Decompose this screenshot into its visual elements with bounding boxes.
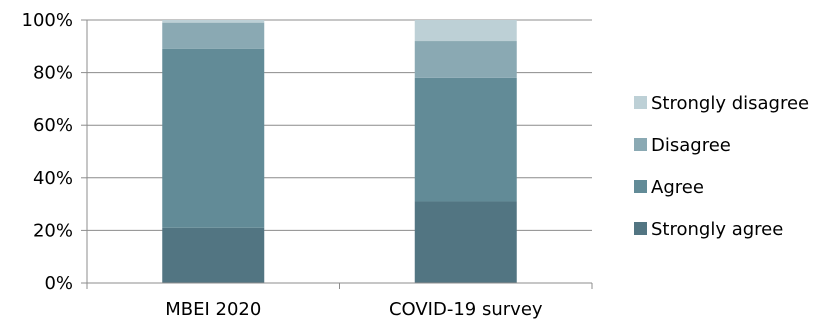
y-tick-label: 80%: [33, 63, 73, 84]
bar-segment-strongly-agree: [162, 227, 265, 283]
x-category-label: COVID-19 survey: [389, 299, 543, 320]
bar-segment-strongly-agree: [414, 201, 517, 283]
y-tick-label: 60%: [33, 115, 73, 136]
y-tick-label: 40%: [33, 168, 73, 189]
legend-label: Agree: [651, 177, 704, 198]
bar-segment-disagree: [414, 41, 517, 78]
legend-label: Disagree: [651, 135, 731, 156]
bars: [162, 20, 517, 283]
legend-swatch: [634, 180, 647, 193]
bar-segment-strongly-disagree: [414, 20, 517, 42]
legend-label: Strongly disagree: [651, 93, 809, 114]
legend: Strongly disagree Disagree Agree Strongly a…: [634, 93, 809, 240]
bar-segment-strongly-disagree: [162, 20, 265, 23]
y-tick-label: 20%: [33, 220, 73, 241]
legend-swatch: [634, 222, 647, 235]
y-tick-label: 100%: [22, 10, 73, 31]
x-category-label: MBEI 2020: [165, 299, 261, 320]
legend-swatch: [634, 96, 647, 109]
bar-segment-disagree: [162, 22, 265, 49]
y-tick-label: 0%: [44, 273, 73, 294]
legend-swatch: [634, 138, 647, 151]
legend-label: Strongly agree: [651, 219, 783, 240]
bar-segment-agree: [162, 48, 265, 228]
axes: 0% 20% 40% 60% 80% 100% MBEI 2020 COVID-19 surv…: [22, 10, 593, 320]
bar-segment-agree: [414, 77, 517, 202]
